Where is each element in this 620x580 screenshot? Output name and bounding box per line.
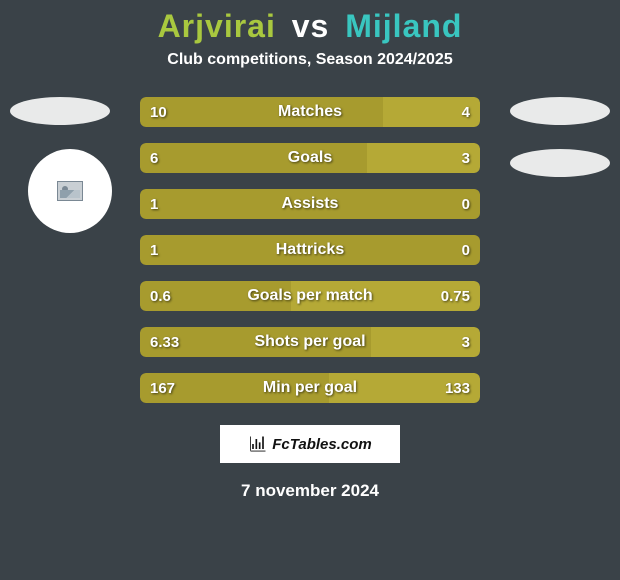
- vs-label: vs: [292, 8, 330, 44]
- stats-area: Matches104 Goals63 Assists10 Hattricks10 Goa…: [0, 97, 620, 403]
- page-title: Arjvirai vs Mijland: [0, 8, 620, 45]
- subtitle: Club competitions, Season 2024/2025: [0, 51, 620, 69]
- team-oval-left: [10, 97, 110, 125]
- bars-container: Matches104 Goals63 Assists10 Hattricks10 Goa…: [140, 97, 480, 403]
- stat-bar-left-segment: [140, 327, 371, 357]
- team-oval-right: [510, 149, 610, 177]
- logo-box: FcTables.com: [220, 425, 400, 463]
- stat-bar: Min per goal167133: [140, 373, 480, 403]
- stat-bar-right-segment: [383, 97, 480, 127]
- stat-bar: Shots per goal6.333: [140, 327, 480, 357]
- stat-bar-left-segment: [140, 235, 480, 265]
- stat-bar: Assists10: [140, 189, 480, 219]
- stat-bar-left-segment: [140, 189, 480, 219]
- player2-name: Mijland: [345, 8, 462, 44]
- stat-bar-right-segment: [371, 327, 480, 357]
- comparison-card: Arjvirai vs Mijland Club competitions, S…: [0, 0, 620, 580]
- stat-bar: Hattricks10: [140, 235, 480, 265]
- stat-bar: Matches104: [140, 97, 480, 127]
- image-placeholder-icon: [57, 181, 83, 201]
- stat-bar-right-segment: [367, 143, 480, 173]
- stat-bar-left-segment: [140, 143, 367, 173]
- stat-bar: Goals per match0.60.75: [140, 281, 480, 311]
- stat-bar-right-segment: [291, 281, 480, 311]
- player-photo-placeholder: [28, 149, 112, 233]
- stat-bar-left-segment: [140, 373, 329, 403]
- logo-text: FcTables.com: [272, 436, 371, 453]
- player1-name: Arjvirai: [158, 8, 276, 44]
- stat-bar: Goals63: [140, 143, 480, 173]
- stat-bar-left-segment: [140, 281, 291, 311]
- date-label: 7 november 2024: [0, 481, 620, 501]
- chart-icon: [248, 434, 268, 454]
- stat-bar-left-segment: [140, 97, 383, 127]
- team-oval-right: [510, 97, 610, 125]
- stat-bar-right-segment: [329, 373, 480, 403]
